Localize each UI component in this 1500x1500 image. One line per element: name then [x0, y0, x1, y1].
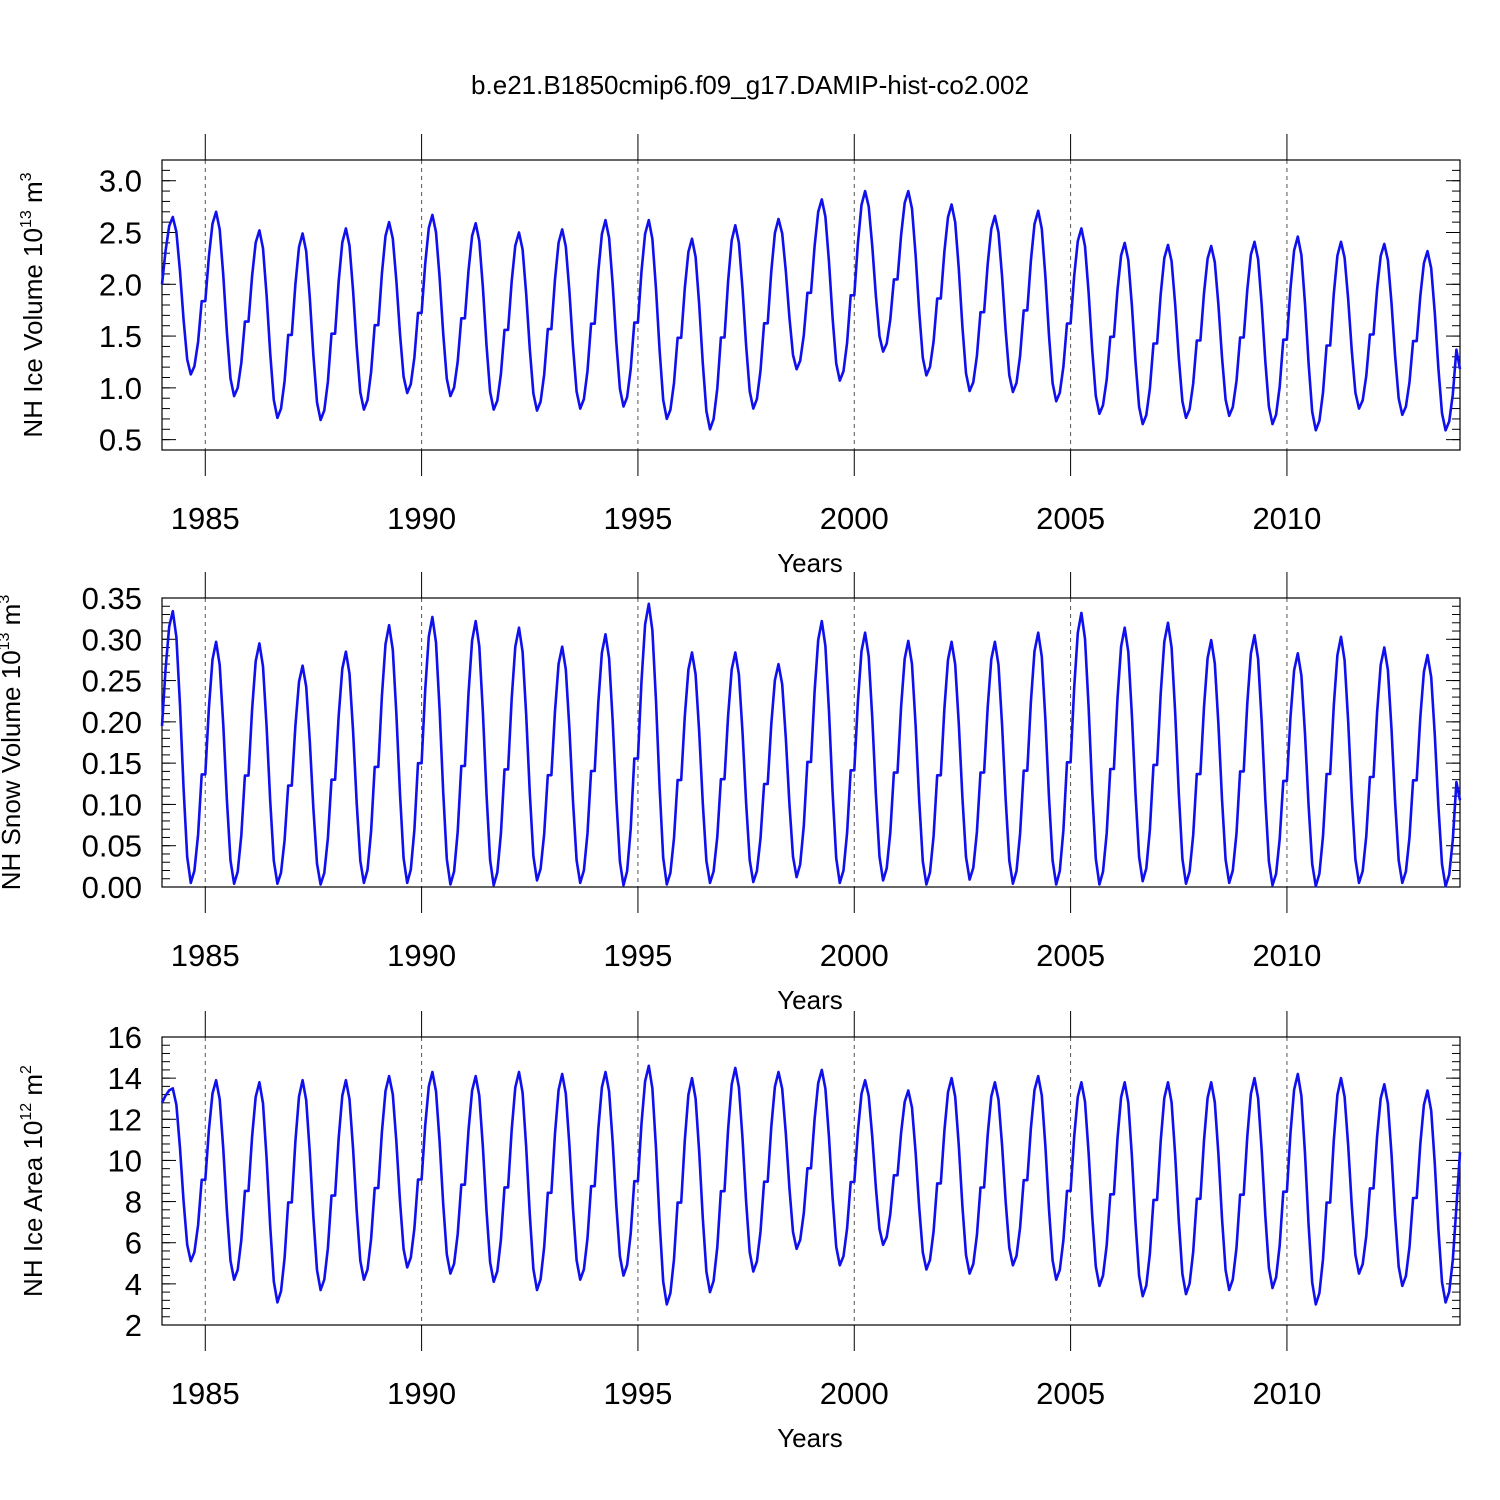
- y-tick-label: 4: [125, 1267, 142, 1302]
- y-tick-label: 12: [108, 1102, 142, 1137]
- x-tick-label: 2005: [1036, 938, 1105, 973]
- y-tick-label: 2.0: [99, 267, 142, 302]
- chart-panel-2: 0.00 0.05 0.10 0.15 0.20 0.25 0.30 0.35 1985 1990…: [0, 572, 1462, 1015]
- x-tick-label: 2010: [1252, 938, 1321, 973]
- x-tick-label: 1995: [603, 1376, 672, 1411]
- series-line: [160, 189, 1462, 432]
- y-tick-label: 0.20: [82, 705, 142, 740]
- y-axis-label: NH Ice Area 1012 m2: [18, 1065, 48, 1297]
- y-tick-label: 0.00: [82, 870, 142, 905]
- x-tick-label: 2005: [1036, 501, 1105, 536]
- x-axis-label: Years: [777, 548, 843, 578]
- x-tick-label: 1985: [171, 938, 240, 973]
- y-tick-label: 1.5: [99, 319, 142, 354]
- y-tick-label: 2: [125, 1308, 142, 1343]
- x-tick-label: 1985: [171, 501, 240, 536]
- y-tick-label: 2.5: [99, 216, 142, 251]
- x-axis-label: Years: [777, 1423, 843, 1453]
- x-tick-label: 1990: [387, 501, 456, 536]
- plot-frame: [161, 597, 1461, 888]
- x-tick-label: 2010: [1252, 1376, 1321, 1411]
- y-axis-label: NH Snow Volume 1013 m3: [0, 595, 26, 891]
- y-tick-label: 0.35: [82, 581, 142, 616]
- plot-frame: [161, 159, 1461, 451]
- x-tick-label: 1995: [603, 501, 672, 536]
- x-tick-label: 1985: [171, 1376, 240, 1411]
- y-tick-label: 10: [108, 1143, 142, 1178]
- y-tick-label: 0.30: [82, 622, 142, 657]
- y-tick-label: 8: [125, 1185, 142, 1220]
- x-tick-label: 2000: [820, 501, 889, 536]
- plot-frame: [161, 1036, 1461, 1326]
- x-tick-label: 1995: [603, 938, 672, 973]
- y-tick-label: 14: [108, 1061, 142, 1096]
- y-tick-label: 0.15: [82, 746, 142, 781]
- y-axis-label: NH Ice Volume 1013 m3: [18, 172, 48, 437]
- series-line: [160, 602, 1462, 888]
- series-line: [160, 1064, 1462, 1306]
- chart-panel-1: 0.5 1.0 1.5 2.0 2.5 3.0 1985 1990 1995 2000 2005 20…: [18, 134, 1462, 578]
- y-tick-label: 3.0: [99, 164, 142, 199]
- y-tick-label: 1.0: [99, 371, 142, 406]
- x-axis-label: Years: [777, 985, 843, 1015]
- y-tick-label: 0.10: [82, 787, 142, 822]
- x-tick-label: 1990: [387, 938, 456, 973]
- x-tick-label: 2000: [820, 938, 889, 973]
- y-tick-label: 0.05: [82, 829, 142, 864]
- x-tick-label: 2000: [820, 1376, 889, 1411]
- y-tick-label: 0.25: [82, 664, 142, 699]
- y-tick-label: 6: [125, 1226, 142, 1261]
- y-tick-label: 0.5: [99, 423, 142, 458]
- figure-title: b.e21.B1850cmip6.f09_g17.DAMIP-hist-co2.…: [471, 70, 1029, 100]
- chart-panel-3: 2 4 6 8 10 12 14 16 1985 1990 1995 2000 2005 2010 Year…: [18, 1011, 1462, 1453]
- x-tick-label: 2005: [1036, 1376, 1105, 1411]
- x-tick-label: 2010: [1252, 501, 1321, 536]
- y-tick-label: 16: [108, 1020, 142, 1055]
- x-tick-label: 1990: [387, 1376, 456, 1411]
